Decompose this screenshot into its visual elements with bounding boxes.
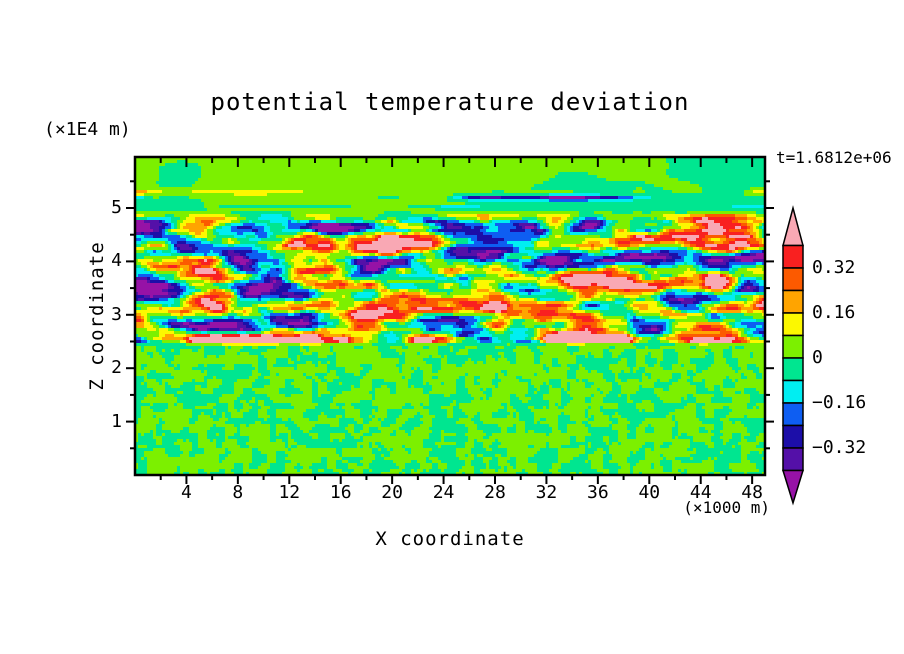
colorbar-cell: [782, 447, 804, 472]
x-tick-label: 8: [232, 482, 244, 503]
x-tick-label: 4: [181, 482, 192, 503]
x-tick-label: 24: [432, 482, 455, 503]
colorbar-cell: [782, 289, 804, 314]
time-label: t=1.6812e+06: [776, 148, 892, 167]
x-tick-label: 28: [484, 482, 506, 503]
colorbar-cell: [782, 267, 804, 292]
y-axis-unit-label: (×1E4 m): [44, 119, 131, 140]
colorbar-label: 0.16: [812, 302, 856, 323]
x-tick-label: 12: [278, 482, 301, 503]
colorbar-label: −0.16: [812, 392, 867, 413]
x-axis-title: X coordinate: [375, 528, 525, 550]
x-axis-unit-label: (×1000 m): [683, 498, 770, 517]
x-tick-label: 20: [381, 482, 403, 503]
colorbar-cell: [782, 357, 804, 382]
contour-heatmap: [135, 157, 765, 475]
x-tick-label: 40: [638, 482, 661, 503]
colorbar-label: 0.32: [812, 257, 856, 278]
x-tick-label: 48: [741, 482, 763, 503]
colorbar-cell: [782, 424, 804, 449]
y-tick-label: 1: [111, 410, 122, 432]
colorbar-label: 0: [812, 347, 823, 368]
y-tick-label: 4: [111, 250, 122, 272]
x-tick-label: 36: [587, 482, 609, 503]
x-tick-label: 44: [689, 482, 712, 503]
chart-title: potential temperature deviation: [210, 88, 690, 116]
colorbar-cell: [782, 244, 804, 269]
colorbar-arrow: [782, 205, 804, 247]
colorbar-label: −0.32: [812, 437, 867, 458]
colorbar-cell: [782, 402, 804, 427]
colorbar-arrow: [781, 469, 805, 506]
x-tick-label: 16: [329, 482, 352, 503]
y-tick-label: 2: [111, 357, 122, 379]
colorbar-cell: [782, 379, 804, 404]
colorbar-cell: [782, 312, 804, 337]
colorbar-cell: [782, 334, 804, 359]
x-tick-label: 32: [535, 482, 558, 503]
y-tick-label: 5: [111, 196, 122, 218]
y-tick-label: 3: [111, 303, 122, 325]
